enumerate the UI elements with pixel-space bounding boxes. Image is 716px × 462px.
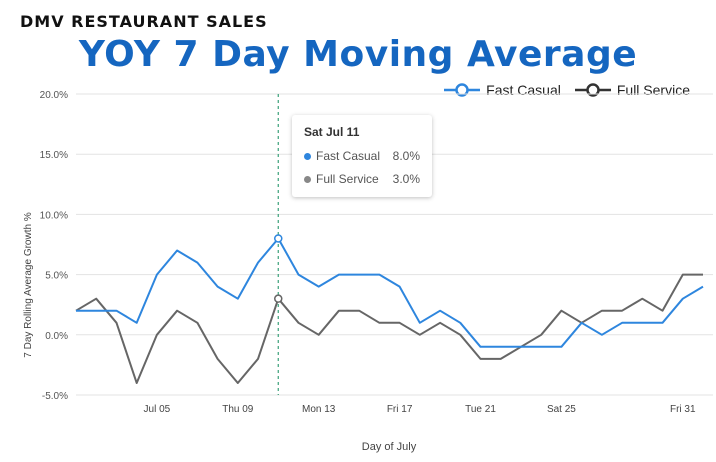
x-tick-label: Mon 13 <box>302 404 336 415</box>
chart-headline: YOY 7 Day Moving Average <box>78 34 638 75</box>
y-tick-label: 20.0% <box>40 90 68 101</box>
axis-layer: 20.0% 15.0% 10.0% 5.0% 0.0% -5.0% Jul 05 Thu 09… <box>40 90 696 415</box>
series-line-fast-casual <box>76 237 704 348</box>
y-tick-label: 10.0% <box>40 210 68 221</box>
tooltip-row-full-service: Full Service 3.0% <box>304 172 420 186</box>
x-tick-label: Fri 17 <box>387 404 413 415</box>
y-tick-label: 5.0% <box>45 271 68 282</box>
x-tick-label: Jul 05 <box>144 404 171 415</box>
legend-swatch-fast-casual <box>444 83 481 97</box>
highlight-point-fast-casual <box>274 234 283 243</box>
series-line-full-service <box>75 273 703 384</box>
kicker-title: DMV RESTAURANT SALES <box>20 12 268 31</box>
x-tick-label: Thu 09 <box>222 404 254 415</box>
tooltip-dot-fast-casual <box>304 152 311 160</box>
tooltip-value-full-service: 3.0% <box>392 172 420 186</box>
tooltip-name-full-service: Full Service <box>316 172 379 186</box>
highlight-point-full-service <box>274 294 283 303</box>
y-tick-label: 15.0% <box>40 150 68 161</box>
hover-tooltip: Sat Jul 11 Fast Casual 8.0% Full Service… <box>292 115 432 197</box>
legend-swatch-full-service <box>574 83 611 97</box>
x-axis-label: Day of July <box>362 441 417 453</box>
x-tick-label: Tue 21 <box>465 404 496 415</box>
series-layer <box>75 234 704 384</box>
tooltip-row-fast-casual: Fast Casual 8.0% <box>304 149 420 163</box>
y-axis-label: 7 Day Rolling Average Growth % <box>23 212 34 358</box>
tooltip-value-fast-casual: 8.0% <box>392 149 420 163</box>
tooltip-date: Sat Jul 11 <box>304 125 360 139</box>
y-tick-label: 0.0% <box>45 331 68 342</box>
tooltip-name-fast-casual: Fast Casual <box>316 149 381 163</box>
tooltip-dot-full-service <box>304 175 311 183</box>
y-tick-label: -5.0% <box>42 391 68 402</box>
x-tick-label: Sat 25 <box>547 404 576 415</box>
x-tick-label: Fri 31 <box>670 404 696 415</box>
